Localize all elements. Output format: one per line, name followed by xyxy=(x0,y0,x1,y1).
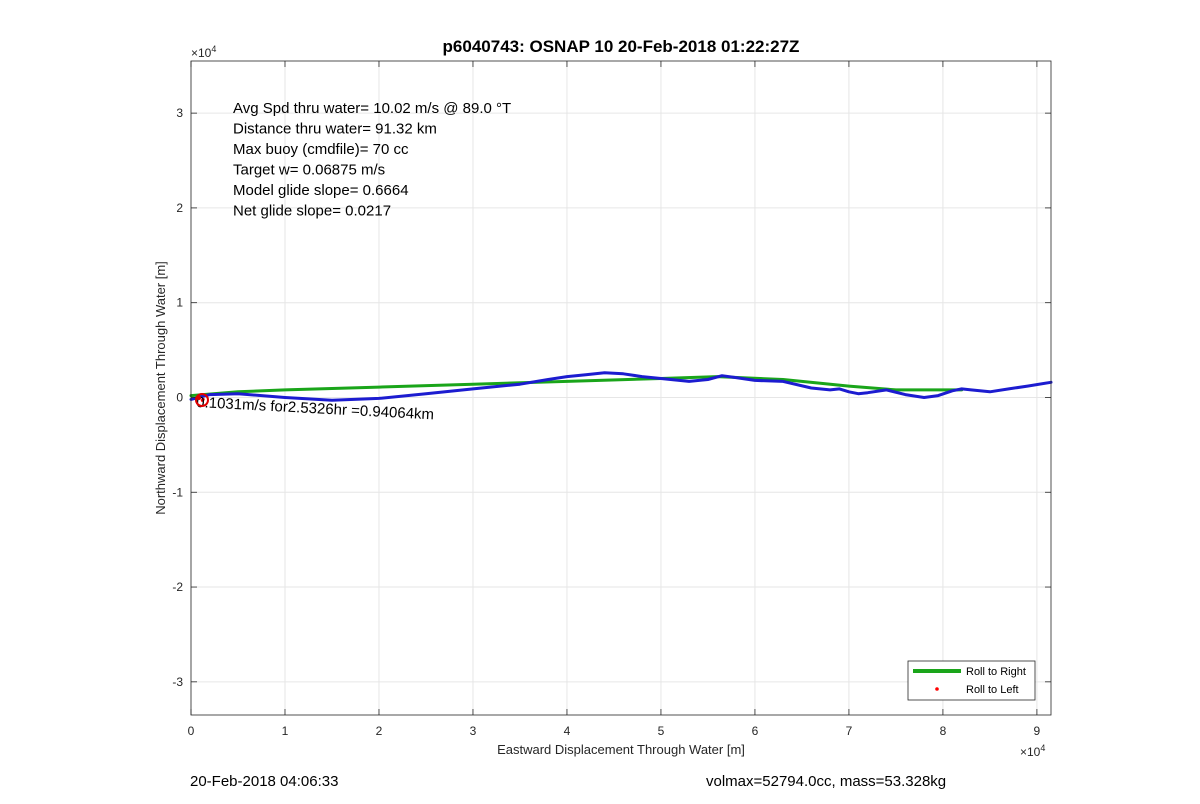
legend: Roll to Right Roll to Left xyxy=(907,660,1036,701)
x-axis-label: Eastward Displacement Through Water [m] xyxy=(497,742,745,757)
y-axis-label: Northward Displacement Through Water [m] xyxy=(153,261,168,515)
y-tick-label: 1 xyxy=(176,296,183,310)
annotation-line: Distance thru water= 91.32 km xyxy=(233,121,437,138)
x-tick-label: 5 xyxy=(658,724,665,738)
y-tick-label: -3 xyxy=(172,675,183,689)
roll-left-point xyxy=(201,397,205,401)
legend-label-roll-left: Roll to Left xyxy=(966,684,1019,696)
y-tick-label: -1 xyxy=(172,485,183,499)
x-tick-label: 2 xyxy=(376,724,383,738)
legend-label-roll-right: Roll to Right xyxy=(966,666,1026,678)
x-tick-label: 1 xyxy=(282,724,289,738)
annotation-line: Target w= 0.06875 m/s xyxy=(233,162,385,179)
current-end-marker xyxy=(197,396,201,400)
y-exponent-base: ×10 xyxy=(191,46,212,60)
annotation-line: Max buoy (cmdfile)= 70 cc xyxy=(233,141,409,158)
series-layer xyxy=(189,371,1053,402)
x-exponent: ×104 xyxy=(1020,743,1045,759)
annotation-line: Net glide slope= 0.0217 xyxy=(233,203,391,220)
x-exponent-base: ×10 xyxy=(1020,745,1041,759)
chart-title: p6040743: OSNAP 10 20-Feb-2018 01:22:27Z xyxy=(443,37,800,56)
annotation-line: Avg Spd thru water= 10.02 m/s @ 89.0 °T xyxy=(233,100,511,117)
annotations: Avg Spd thru water= 10.02 m/s @ 89.0 °T D… xyxy=(233,100,511,220)
legend-box xyxy=(907,660,1036,701)
x-tick-label: 9 xyxy=(1034,724,1041,738)
tick-labels: 0 1 2 3 4 5 6 7 8 9 -3 -2 -1 0 1 2 3 xyxy=(172,106,1040,738)
current-start-marker xyxy=(195,393,209,407)
annotation-line: Model glide slope= 0.6664 xyxy=(233,182,409,199)
y-tick-label: -2 xyxy=(172,580,183,594)
x-tick-label: 0 xyxy=(188,724,195,738)
x-tick-label: 7 xyxy=(846,724,853,738)
y-exponent-power: 4 xyxy=(211,44,216,54)
current-marker xyxy=(195,393,209,407)
chart: 0 1 2 3 4 5 6 7 8 9 -3 -2 -1 0 1 2 3 p6040743: OSNAP 10 … xyxy=(153,37,1053,759)
legend-swatch-roll-left xyxy=(935,687,939,691)
x-tick-label: 8 xyxy=(940,724,947,738)
plot-frame xyxy=(190,60,1052,716)
x-tick-label: 3 xyxy=(470,724,477,738)
series-line-roll-right xyxy=(189,375,964,398)
y-tick-label: 2 xyxy=(176,201,183,215)
x-exponent-power: 4 xyxy=(1040,743,1045,753)
footer-timestamp: 20-Feb-2018 04:06:33 xyxy=(190,773,339,790)
y-exponent: ×104 xyxy=(191,44,216,60)
x-tick-label: 6 xyxy=(752,724,759,738)
footer-vol-mass: volmax=52794.0cc, mass=53.328kg xyxy=(706,773,947,790)
y-tick-label: 0 xyxy=(176,390,183,404)
grid xyxy=(190,61,1051,715)
y-tick-label: 3 xyxy=(176,106,183,120)
x-tick-label: 4 xyxy=(564,724,571,738)
series-line-track xyxy=(189,371,1053,402)
